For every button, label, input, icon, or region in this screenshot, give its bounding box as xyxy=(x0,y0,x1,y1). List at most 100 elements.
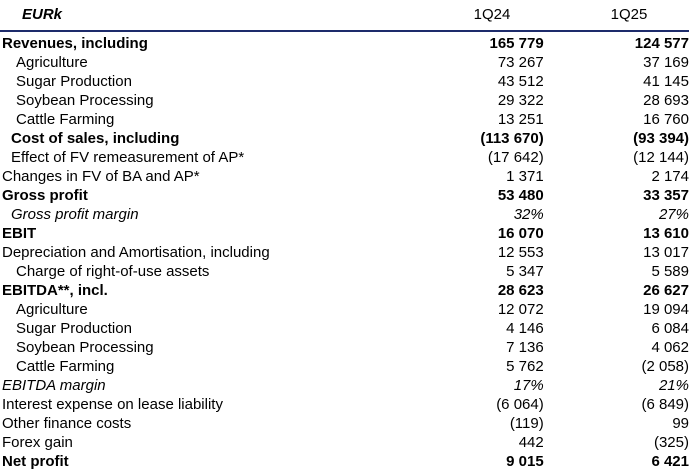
table-row: Gross profit margin 32% 27% xyxy=(0,205,689,224)
row-label-text: Effect of FV remeasurement of AP* xyxy=(11,149,245,166)
row-label-text: EBIT xyxy=(2,225,37,242)
header-divider-mark xyxy=(410,30,416,32)
value-1q25: 6 084 xyxy=(651,320,689,337)
row-label-text: Changes in FV of BA and AP* xyxy=(2,168,200,185)
column-gap xyxy=(544,319,586,338)
column-gap xyxy=(544,205,586,224)
row-label: Soybean Processing xyxy=(0,338,444,357)
column-gap xyxy=(544,338,586,357)
column-gap xyxy=(544,110,586,129)
value-1q25: 16 760 xyxy=(643,111,689,128)
value-1q25: 124 577 xyxy=(634,35,689,52)
value-1q25: (2 058) xyxy=(641,358,689,375)
row-label: Agriculture xyxy=(0,53,444,72)
pl-table-body: Revenues, including 165 779 124 577 Agricul… xyxy=(0,34,689,471)
column-gap xyxy=(544,243,586,262)
column-gap xyxy=(544,91,586,110)
table-row: EBIT 16 070 13 610 xyxy=(0,224,689,243)
value-1q24: 5 347 xyxy=(506,263,544,280)
value-1q25: 28 693 xyxy=(643,92,689,109)
column-gap xyxy=(544,357,586,376)
row-label: Cost of sales, including xyxy=(0,129,444,148)
row-label-text: Soybean Processing xyxy=(16,339,154,356)
row-label-text: Revenues, including xyxy=(2,35,148,52)
value-1q24: 53 480 xyxy=(497,187,544,204)
row-label: EBIT xyxy=(0,224,444,243)
row-label: Gross profit xyxy=(0,186,444,205)
row-label-text: EBITDA margin xyxy=(2,377,106,394)
row-label: Cattle Farming xyxy=(0,357,444,376)
value-1q25: 19 094 xyxy=(643,301,689,318)
value-1q24: 5 762 xyxy=(506,358,544,375)
row-label-text: Sugar Production xyxy=(16,73,132,90)
column-gap xyxy=(544,395,586,414)
pl-table: Revenues, including 165 779 124 577 Agricul… xyxy=(0,34,689,471)
value-1q25: 21% xyxy=(658,377,689,394)
value-1q24: (113 670) xyxy=(480,130,544,147)
row-label-text: Agriculture xyxy=(16,301,88,318)
table-row: Cattle Farming 5 762 (2 058) xyxy=(0,357,689,376)
column-gap xyxy=(544,186,586,205)
header-col-1q24: 1Q24 xyxy=(473,6,511,23)
row-label: Cattle Farming xyxy=(0,110,444,129)
table-row: Depreciation and Amortisation, including… xyxy=(0,243,689,262)
row-label-text: Soybean Processing xyxy=(16,92,154,109)
table-row: Agriculture 12 072 19 094 xyxy=(0,300,689,319)
value-1q25: (6 849) xyxy=(641,396,689,413)
value-1q24: 12 072 xyxy=(497,301,544,318)
value-1q24: (119) xyxy=(509,415,544,432)
table-row: Other finance costs (119) 99 xyxy=(0,414,689,433)
value-1q24: 16 070 xyxy=(497,225,544,242)
table-row: Sugar Production 43 512 41 145 xyxy=(0,72,689,91)
value-1q24: (6 064) xyxy=(496,396,544,413)
column-gap xyxy=(544,281,586,300)
value-1q25: 13 610 xyxy=(643,225,689,242)
row-label: Gross profit margin xyxy=(0,205,444,224)
value-1q24: 7 136 xyxy=(506,339,544,356)
value-1q25: 4 062 xyxy=(651,339,689,356)
value-1q25: 37 169 xyxy=(643,54,689,71)
row-label: Sugar Production xyxy=(0,319,444,338)
table-row: Soybean Processing 29 322 28 693 xyxy=(0,91,689,110)
row-label: Soybean Processing xyxy=(0,91,444,110)
row-label-text: Other finance costs xyxy=(2,415,132,432)
row-label-text: Gross profit margin xyxy=(11,206,139,223)
table-header: EURk 1Q24 1Q25 xyxy=(0,0,689,32)
table-row: Net profit 9 015 6 421 xyxy=(0,452,689,471)
row-label: Interest expense on lease liability xyxy=(0,395,444,414)
header-col-1q25: 1Q25 xyxy=(610,6,648,23)
value-1q25: 99 xyxy=(672,415,689,432)
table-row: Sugar Production 4 146 6 084 xyxy=(0,319,689,338)
header-unit-label: EURk xyxy=(22,6,63,23)
column-gap xyxy=(544,34,586,53)
value-1q25: 33 357 xyxy=(643,187,689,204)
table-row: Agriculture 73 267 37 169 xyxy=(0,53,689,72)
column-gap xyxy=(544,433,586,452)
column-gap xyxy=(544,262,586,281)
header-divider-mark xyxy=(544,30,550,32)
row-label-text: Cattle Farming xyxy=(16,358,115,375)
value-1q24: 9 015 xyxy=(506,453,544,470)
column-gap xyxy=(544,72,586,91)
row-label-text: Gross profit xyxy=(2,187,88,204)
row-label: Effect of FV remeasurement of AP* xyxy=(0,148,444,167)
table-row: Changes in FV of BA and AP* 1 371 2 174 xyxy=(0,167,689,186)
table-row: Soybean Processing 7 136 4 062 xyxy=(0,338,689,357)
column-gap xyxy=(544,129,586,148)
row-label-text: Sugar Production xyxy=(16,320,132,337)
column-gap xyxy=(544,300,586,319)
row-label-text: Agriculture xyxy=(16,54,88,71)
table-row: Cattle Farming 13 251 16 760 xyxy=(0,110,689,129)
column-gap xyxy=(544,167,586,186)
value-1q25: 27% xyxy=(658,206,689,223)
value-1q24: 73 267 xyxy=(497,54,544,71)
column-gap xyxy=(544,53,586,72)
value-1q25: 6 421 xyxy=(651,453,689,470)
table-row: Charge of right-of-use assets 5 347 5 589 xyxy=(0,262,689,281)
row-label: EBITDA margin xyxy=(0,376,444,395)
table-row: Interest expense on lease liability (6 06… xyxy=(0,395,689,414)
row-label: EBITDA**, incl. xyxy=(0,281,444,300)
column-gap xyxy=(544,452,586,471)
row-label: Agriculture xyxy=(0,300,444,319)
